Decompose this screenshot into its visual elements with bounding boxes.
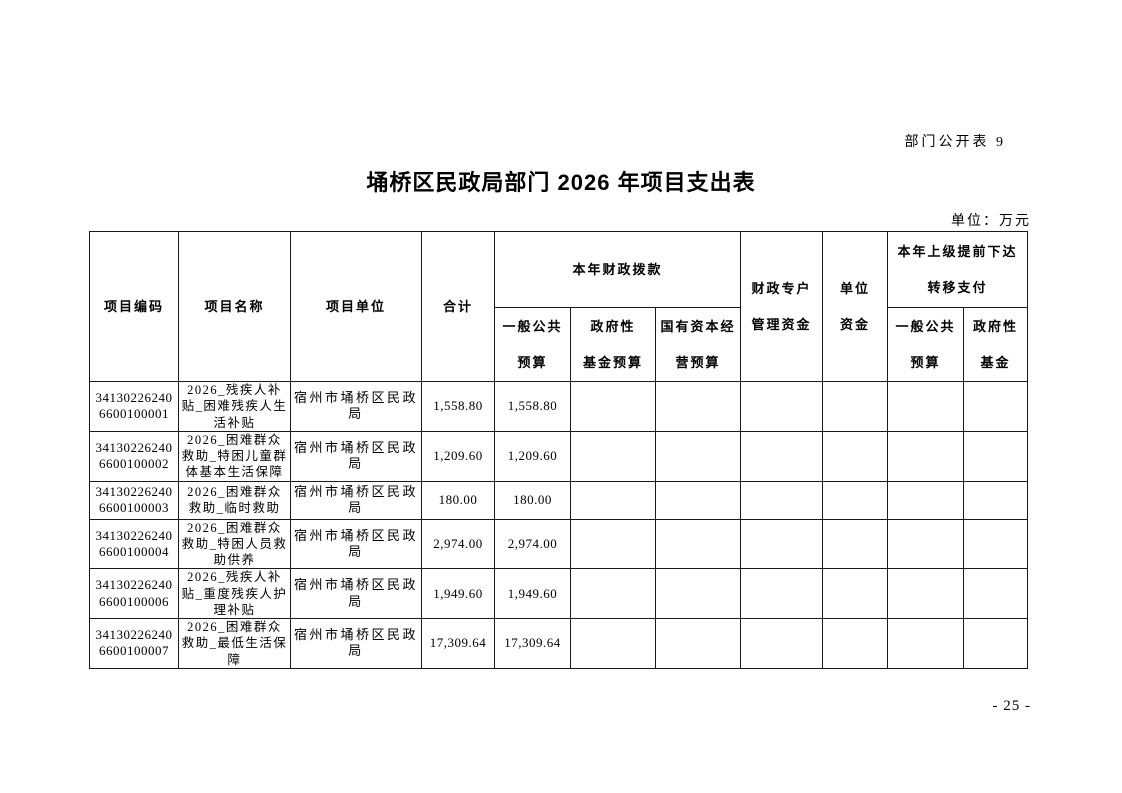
cell-fiscal-special-account xyxy=(740,480,823,520)
header-advance-transfer: 本年上级提前下达 转移支付 xyxy=(886,231,1029,308)
cell-state-capital-budget xyxy=(655,430,741,482)
header-general-public-budget: 一般公共 预算 xyxy=(494,307,571,382)
cell-project-code: 34130226240 6600100007 xyxy=(89,618,179,669)
cell-transfer-government-fund xyxy=(962,381,1029,432)
cell-fiscal-special-account xyxy=(740,381,823,432)
cell-total: 1,949.60 xyxy=(421,568,495,619)
header-state-capital-budget: 国有资本经 营预算 xyxy=(655,307,741,382)
cell-total: 180.00 xyxy=(421,480,495,520)
cell-project-unit: 宿州市埇桥区民政局 xyxy=(290,518,422,570)
header-project-name: 项目名称 xyxy=(178,231,291,382)
cell-total: 1,558.80 xyxy=(421,381,495,432)
cell-unit-funds xyxy=(822,381,888,432)
cell-project-unit: 宿州市埇桥区民政局 xyxy=(290,480,422,520)
cell-unit-funds xyxy=(822,568,888,619)
cell-project-code: 34130226240 6600100003 xyxy=(89,480,179,520)
cell-government-fund-budget xyxy=(570,430,656,482)
cell-project-code: 34130226240 6600100001 xyxy=(89,381,179,432)
cell-project-name: 2026_困难群众救助_临时救助 xyxy=(178,480,291,520)
page-number: - 25 - xyxy=(992,698,1031,714)
cell-state-capital-budget xyxy=(655,518,741,570)
cell-state-capital-budget xyxy=(655,618,741,669)
cell-government-fund-budget xyxy=(570,518,656,570)
cell-transfer-general-public xyxy=(887,480,964,520)
cell-project-unit: 宿州市埇桥区民政局 xyxy=(290,568,422,619)
table-row: 34130226240 6600100006 2026_残疾人补贴_重度残疾人护… xyxy=(89,568,1029,619)
cell-transfer-general-public xyxy=(887,618,964,669)
cell-transfer-general-public xyxy=(887,430,964,482)
cell-fiscal-special-account xyxy=(740,430,823,482)
cell-general-public-budget: 180.00 xyxy=(494,480,571,520)
cell-state-capital-budget xyxy=(655,480,741,520)
cell-unit-funds xyxy=(822,518,888,570)
page-title: 埇桥区民政局部门 2026 年项目支出表 xyxy=(366,170,756,195)
header-unit-funds: 单位 资金 xyxy=(822,231,888,382)
cell-unit-funds xyxy=(822,430,888,482)
cell-fiscal-special-account xyxy=(740,518,823,570)
header-current-year-appropriation: 本年财政拨款 xyxy=(494,231,741,308)
header-project-unit: 项目单位 xyxy=(290,231,422,382)
cell-general-public-budget: 1,949.60 xyxy=(494,568,571,619)
header-total: 合计 xyxy=(421,231,495,382)
cell-government-fund-budget xyxy=(570,618,656,669)
cell-project-code: 34130226240 6600100002 xyxy=(89,430,179,482)
cell-project-name: 2026_困难群众救助_最低生活保障 xyxy=(178,618,291,669)
cell-general-public-budget: 1,209.60 xyxy=(494,430,571,482)
cell-total: 17,309.64 xyxy=(421,618,495,669)
cell-transfer-general-public xyxy=(887,568,964,619)
cell-general-public-budget: 1,558.80 xyxy=(494,381,571,432)
cell-transfer-government-fund xyxy=(962,618,1029,669)
cell-transfer-government-fund xyxy=(962,518,1029,570)
cell-project-unit: 宿州市埇桥区民政局 xyxy=(290,381,422,432)
table-row: 34130226240 6600100004 2026_困难群众救助_特困人员救… xyxy=(89,518,1029,570)
cell-project-code: 34130226240 6600100006 xyxy=(89,568,179,619)
table-row: 34130226240 6600100001 2026_残疾人补贴_困难残疾人生… xyxy=(89,381,1029,432)
cell-fiscal-special-account xyxy=(740,568,823,619)
cell-state-capital-budget xyxy=(655,568,741,619)
cell-project-code: 34130226240 6600100004 xyxy=(89,518,179,570)
header-transfer-government-fund: 政府性 基金 xyxy=(962,307,1029,382)
project-expenditure-table: 项目编码 项目名称 项目单位 合计 本年财政拨款 财政专户 管理资金 单位 资金… xyxy=(89,231,1029,669)
cell-state-capital-budget xyxy=(655,381,741,432)
cell-total: 2,974.00 xyxy=(421,518,495,570)
cell-project-unit: 宿州市埇桥区民政局 xyxy=(290,430,422,482)
header-government-fund-budget: 政府性 基金预算 xyxy=(570,307,656,382)
cell-project-name: 2026_残疾人补贴_困难残疾人生活补贴 xyxy=(178,381,291,432)
table-row: 34130226240 6600100002 2026_困难群众救助_特困儿童群… xyxy=(89,430,1029,482)
table-row: 34130226240 6600100007 2026_困难群众救助_最低生活保… xyxy=(89,618,1029,669)
header-fiscal-special-account: 财政专户 管理资金 xyxy=(740,231,823,382)
cell-project-name: 2026_困难群众救助_特困人员救助供养 xyxy=(178,518,291,570)
cell-unit-funds xyxy=(822,480,888,520)
header-transfer-general-public: 一般公共 预算 xyxy=(887,307,964,382)
cell-project-name: 2026_困难群众救助_特困儿童群体基本生活保障 xyxy=(178,430,291,482)
cell-unit-funds xyxy=(822,618,888,669)
cell-general-public-budget: 2,974.00 xyxy=(494,518,571,570)
cell-project-unit: 宿州市埇桥区民政局 xyxy=(290,618,422,669)
cell-transfer-general-public xyxy=(887,518,964,570)
unit-note: 单位：万元 xyxy=(951,214,1031,229)
cell-transfer-government-fund xyxy=(962,430,1029,482)
table-row: 34130226240 6600100003 2026_困难群众救助_临时救助 … xyxy=(89,480,1029,520)
cell-general-public-budget: 17,309.64 xyxy=(494,618,571,669)
cell-government-fund-budget xyxy=(570,480,656,520)
cell-government-fund-budget xyxy=(570,568,656,619)
cell-transfer-government-fund xyxy=(962,480,1029,520)
cell-total: 1,209.60 xyxy=(421,430,495,482)
header-project-code: 项目编码 xyxy=(89,231,179,382)
cell-transfer-government-fund xyxy=(962,568,1029,619)
cell-project-name: 2026_残疾人补贴_重度残疾人护理补贴 xyxy=(178,568,291,619)
table-corner-label: 部门公开表 9 xyxy=(904,135,1006,150)
cell-transfer-general-public xyxy=(887,381,964,432)
cell-government-fund-budget xyxy=(570,381,656,432)
cell-fiscal-special-account xyxy=(740,618,823,669)
